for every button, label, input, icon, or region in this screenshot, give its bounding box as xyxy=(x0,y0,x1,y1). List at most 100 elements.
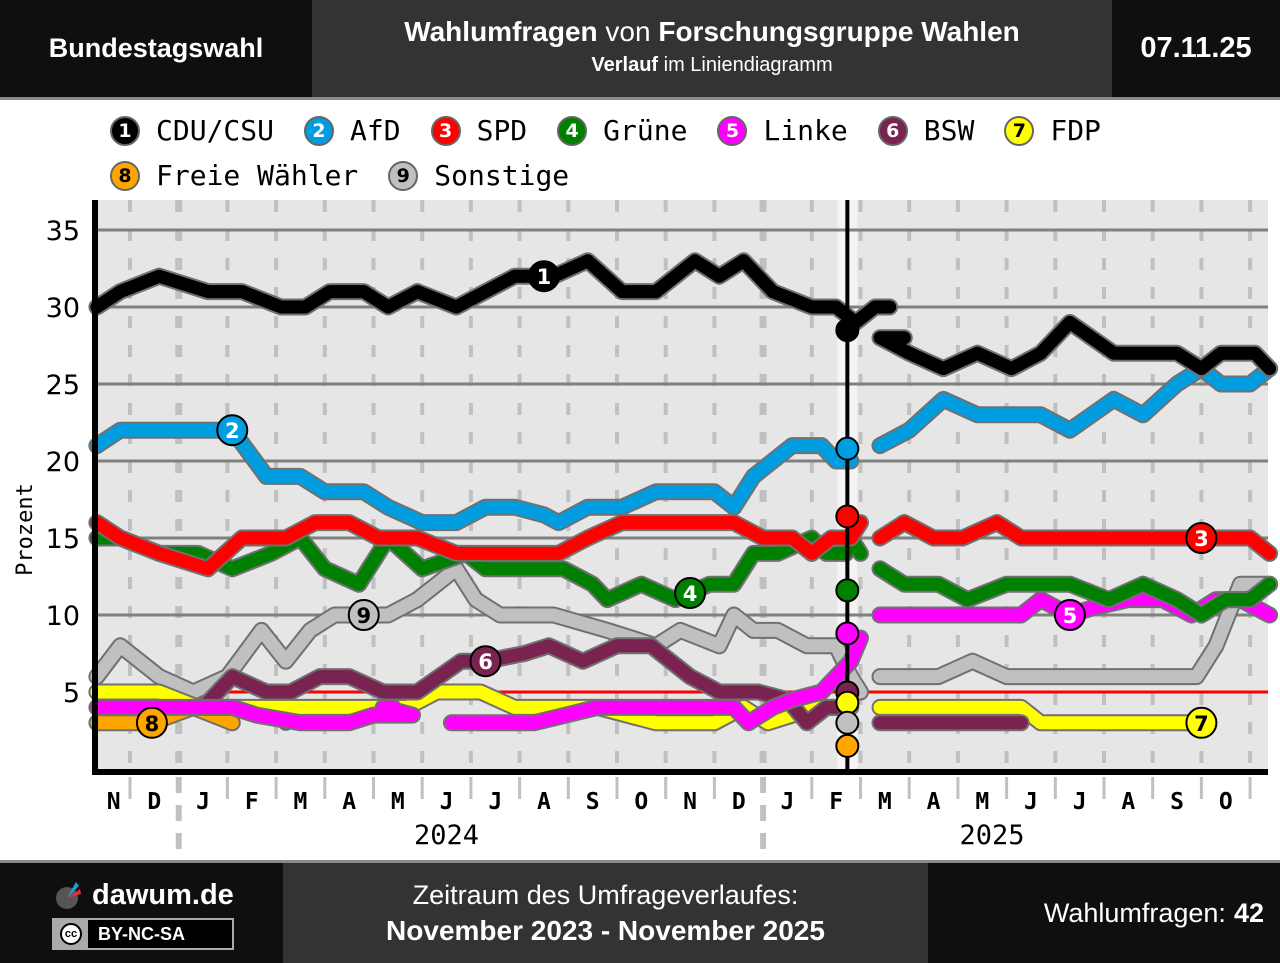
series-label-number: 7 xyxy=(1194,712,1209,736)
month-label: M xyxy=(294,789,308,815)
title-part-3: Forschungsgruppe Wahlen xyxy=(658,16,1020,47)
election-result-dot xyxy=(835,436,860,461)
series-cdu-csu xyxy=(88,252,1279,378)
month-label: D xyxy=(732,789,746,815)
poll-count-value: 42 xyxy=(1233,897,1264,928)
poll-count-label: Wahlumfragen: xyxy=(1043,897,1226,928)
license-text: BY-NC-SA xyxy=(98,923,186,944)
month-label: S xyxy=(1170,789,1184,815)
pie-logo-icon xyxy=(56,882,81,909)
series-line xyxy=(90,562,867,699)
legend-marker-icon: 7 xyxy=(1004,115,1035,146)
legend-item[interactable]: 5 Linke xyxy=(717,114,848,147)
legend-item[interactable]: 1 CDU/CSU xyxy=(110,114,274,147)
series-line xyxy=(90,516,867,576)
subtitle-part-2: im Liniendiagramm xyxy=(658,54,833,76)
month-label: A xyxy=(342,789,356,815)
period-value: November 2023 - November 2025 xyxy=(386,915,825,946)
month-label: J xyxy=(1073,789,1087,815)
y-tick-label: 25 xyxy=(46,370,80,401)
election-result-dot xyxy=(835,733,860,758)
legend-item[interactable]: 7 FDP xyxy=(1004,114,1101,147)
series-label-marker xyxy=(1185,522,1218,554)
month-label: J xyxy=(781,789,795,815)
election-result-dot xyxy=(835,621,860,646)
legend-marker-icon: 4 xyxy=(557,115,588,146)
legend-label: FDP xyxy=(1050,114,1101,147)
x-axis xyxy=(92,769,1268,775)
month-label: S xyxy=(586,789,600,815)
series-label-number: 8 xyxy=(145,712,160,736)
month-label: F xyxy=(829,789,843,815)
series-label-marker xyxy=(527,260,560,293)
legend-item[interactable]: 9 Sonstige xyxy=(388,159,569,192)
month-label: J xyxy=(1024,789,1038,815)
legend-marker-icon: 8 xyxy=(110,160,140,191)
period-label: Zeitraum des Umfrageverlaufes: xyxy=(412,880,799,910)
year-label: 2025 xyxy=(959,820,1024,851)
month-label: N xyxy=(683,789,697,815)
month-label: O xyxy=(634,789,648,815)
legend: 1 CDU/CSU 2 AfD 3 SPD 4 Grüne 5 Linke 6 BSW 7 FDP 8 Fr… xyxy=(110,108,1270,198)
month-label: D xyxy=(147,789,161,815)
series-label-marker xyxy=(1185,706,1218,739)
header-bar: Bundestagswahl Wahlumfragen von Forschun… xyxy=(0,0,1280,100)
month-label: M xyxy=(391,789,405,815)
date-label: 07.11.25 xyxy=(1140,32,1252,64)
month-label: M xyxy=(878,789,892,815)
chart-title-block: Wahlumfragen von Forschungsgruppe Wahlen… xyxy=(312,0,1112,97)
series-line xyxy=(90,700,419,730)
series-label-marker xyxy=(674,577,707,609)
series-line xyxy=(873,700,1208,730)
series-line xyxy=(873,516,1277,560)
series-label-number: 9 xyxy=(356,604,371,628)
legend-item[interactable]: 3 SPD xyxy=(430,114,527,147)
legend-label: Freie Wähler xyxy=(156,159,359,192)
poll-count: Wahlumfragen: 42 xyxy=(928,863,1280,963)
month-label: J xyxy=(440,789,454,815)
series-line xyxy=(873,562,1277,622)
title-part-2: von xyxy=(597,16,659,47)
legend-item[interactable]: 4 Grüne xyxy=(557,114,687,147)
period-block: Zeitraum des Umfrageverlaufes: November … xyxy=(283,863,928,963)
legend-row: 1 CDU/CSU 2 AfD 3 SPD 4 Grüne 5 Linke 6 BSW 7 FDP xyxy=(110,108,1270,153)
legend-marker-icon: 3 xyxy=(430,115,461,146)
branding: dawum.de cc BY-NC-SA xyxy=(0,863,283,963)
legend-label: AfD xyxy=(350,114,401,147)
series-line xyxy=(90,254,897,329)
legend-label: Sonstige xyxy=(434,159,570,192)
month-label: F xyxy=(245,789,259,815)
y-tick-label: 10 xyxy=(46,601,80,632)
election-result-dot xyxy=(835,578,860,603)
legend-item[interactable]: 8 Freie Wähler xyxy=(110,159,358,192)
month-label: J xyxy=(488,789,502,815)
series-line xyxy=(873,362,1277,453)
y-axis-label: Prozent xyxy=(13,483,38,576)
y-tick-label: 15 xyxy=(46,524,80,555)
chart-subtitle: Verlauf im Liniendiagramm xyxy=(312,54,1112,77)
election-result-dot xyxy=(835,504,860,529)
month-label: J xyxy=(196,789,210,815)
series-label-marker xyxy=(1053,599,1086,631)
legend-marker-icon: 9 xyxy=(388,160,419,191)
series-label-marker xyxy=(135,706,168,739)
license-badge[interactable]: cc BY-NC-SA xyxy=(52,918,234,950)
y-axis xyxy=(92,200,98,775)
series-label-marker xyxy=(347,599,380,631)
series-label-marker xyxy=(469,645,502,678)
series-line xyxy=(196,639,843,730)
dawum-logo[interactable]: dawum.de xyxy=(52,878,234,912)
month-label: A xyxy=(537,789,551,815)
legend-item[interactable]: 6 BSW xyxy=(877,114,974,147)
election-result-dot xyxy=(835,710,860,735)
election-title: Bundestagswahl xyxy=(48,33,264,63)
legend-item[interactable]: 2 AfD xyxy=(304,114,401,147)
legend-label: CDU/CSU xyxy=(156,114,275,147)
month-label: M xyxy=(975,789,989,815)
legend-label: Grüne xyxy=(603,114,688,147)
month-label: N xyxy=(107,789,121,815)
cc-icon-text: cc xyxy=(60,923,82,945)
year-label: 2024 xyxy=(414,820,479,851)
election-result-dot xyxy=(835,690,860,715)
